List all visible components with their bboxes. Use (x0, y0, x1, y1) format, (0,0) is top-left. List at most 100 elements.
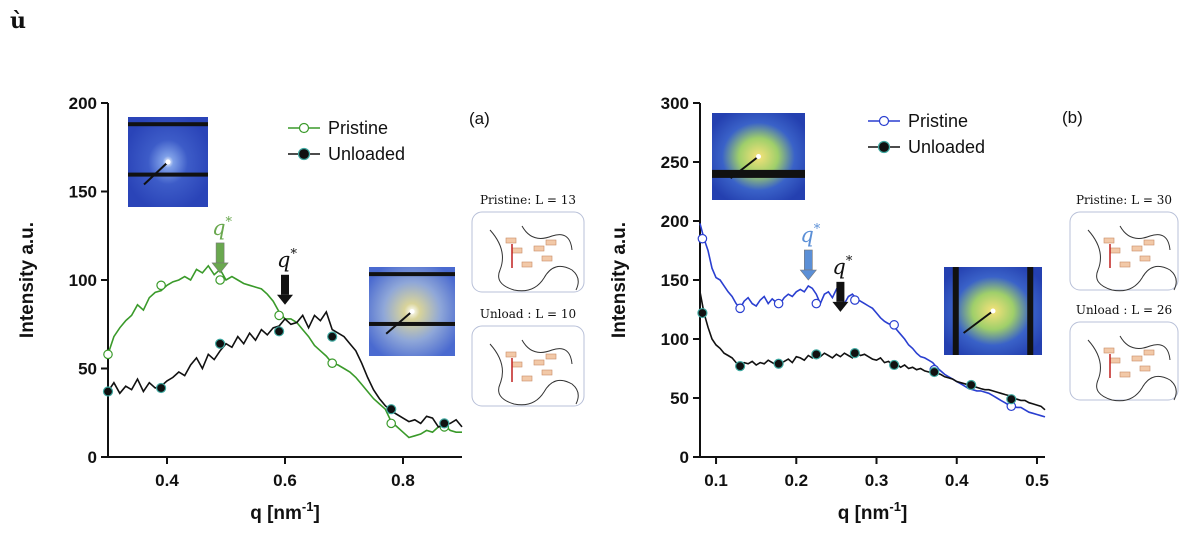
y-tick-label: 100 (69, 271, 97, 290)
y-tick-label: 50 (78, 360, 97, 379)
crystal-lamella (521, 375, 533, 382)
x-axis-label: q [nm-1] (250, 499, 320, 524)
series-line-unloaded (107, 310, 463, 428)
series-line-pristine (699, 223, 1046, 418)
beamstop-bar (128, 122, 208, 127)
x-tick-label: 0.1 (704, 471, 728, 490)
data-point (1006, 394, 1017, 405)
q-star-annotation: q* (832, 254, 853, 312)
chart-panel-a: 0 50 100 150 200 0.4 0.6 0.8 q [nm-1] Intensity a… (17, 94, 585, 524)
data-point (274, 310, 284, 321)
y-axis-label: Intensity a.u. (17, 222, 38, 338)
panel-label: (a) (469, 109, 490, 128)
chain-sketch (1087, 229, 1177, 292)
q-star-arrow (215, 242, 225, 264)
crystal-lamella (533, 245, 545, 252)
data-point (103, 349, 113, 360)
legend-label: Pristine (328, 118, 388, 138)
crystal-lamella (1139, 255, 1151, 262)
model-card-frame (471, 325, 585, 407)
data-point (849, 348, 860, 359)
crystal-lamella (1109, 357, 1121, 364)
q-star-annotation: q* (799, 222, 821, 281)
beam-center (756, 154, 761, 159)
crystal-lamella (541, 255, 553, 262)
corner-mark: ù (10, 8, 26, 34)
beamstop-bar (712, 169, 805, 178)
panel-label: (b) (1062, 108, 1083, 127)
y-tick-label: 150 (69, 183, 97, 202)
x-tick-label: 0.6 (273, 471, 297, 490)
data-point (811, 349, 822, 360)
q-star-arrowhead (832, 301, 849, 312)
data-point (327, 331, 338, 342)
legend-label: Unloaded (328, 144, 405, 164)
beamstop-bar (952, 267, 959, 355)
data-point (889, 320, 899, 330)
model-card: Unload : L = 10 (471, 307, 585, 407)
model-card-frame (471, 211, 585, 293)
series-line-unloaded (699, 291, 1046, 411)
data-point (697, 233, 708, 244)
q-star-arrow (281, 274, 289, 295)
saxs-pattern-inset (128, 117, 208, 207)
crystal-lamella (1131, 355, 1143, 362)
q-star-arrowhead (211, 262, 229, 274)
data-point (327, 358, 337, 368)
data-point (386, 418, 396, 429)
legend-label: Pristine (908, 111, 968, 131)
legend-marker (877, 140, 891, 154)
legend-marker (297, 147, 311, 161)
model-card-label: Unload : L = 26 (1076, 303, 1172, 317)
chain-sketch (1119, 225, 1171, 251)
beamstop-bar (369, 272, 455, 277)
y-axis-label: Intensity a.u. (609, 222, 630, 338)
data-point (386, 404, 397, 415)
y-tick-label: 0 (680, 448, 689, 467)
x-axis-label: q [nm-1] (838, 499, 908, 524)
chain-sketch (521, 225, 573, 251)
q-star-annotation: q* (211, 215, 233, 274)
crystal-lamella (533, 359, 545, 366)
y-tick-label: 150 (661, 271, 689, 290)
x-tick-label: 0.3 (865, 471, 889, 490)
q-star-label: q* (212, 215, 232, 240)
crystal-lamella (1143, 349, 1155, 356)
chain-sketch (1119, 335, 1171, 361)
data-point (156, 382, 167, 394)
crystal-lamella (541, 369, 553, 376)
beamstop-bar (369, 321, 455, 326)
saxs-pattern-inset (369, 267, 455, 356)
y-tick-label: 300 (661, 94, 689, 113)
data-point (156, 280, 166, 291)
data-point (274, 326, 285, 337)
chain-sketch (489, 343, 579, 406)
q-star-arrowhead (277, 294, 293, 305)
data-point (889, 359, 900, 371)
legend-marker (878, 115, 890, 127)
data-point (773, 358, 784, 369)
beam-center (165, 159, 171, 165)
beamstop-arm (385, 310, 413, 335)
y-tick-label: 0 (88, 448, 97, 467)
crystal-lamella (1109, 247, 1121, 254)
y-tick-label: 50 (670, 389, 689, 408)
y-tick-label: 200 (661, 212, 689, 231)
crystal-lamella (1119, 261, 1131, 268)
model-card-label: Pristine: L = 30 (1076, 193, 1172, 207)
crystal-lamella (545, 353, 557, 360)
model-card: Unload : L = 26 (1069, 303, 1179, 402)
data-point (773, 298, 784, 309)
q-star-label: q* (800, 222, 820, 247)
data-point (811, 298, 822, 309)
data-point (215, 338, 226, 349)
chain-sketch (489, 229, 579, 292)
x-tick-label: 0.2 (784, 471, 808, 490)
model-card-label: Unload : L = 10 (480, 307, 576, 321)
q-star-annotation: q* (277, 247, 297, 305)
q-star-arrowhead (799, 269, 817, 281)
beam-center (409, 309, 415, 314)
x-tick-label: 0.4 (945, 471, 969, 490)
beamstop-bar (1027, 267, 1034, 355)
model-card: Pristine: L = 13 (471, 193, 585, 293)
